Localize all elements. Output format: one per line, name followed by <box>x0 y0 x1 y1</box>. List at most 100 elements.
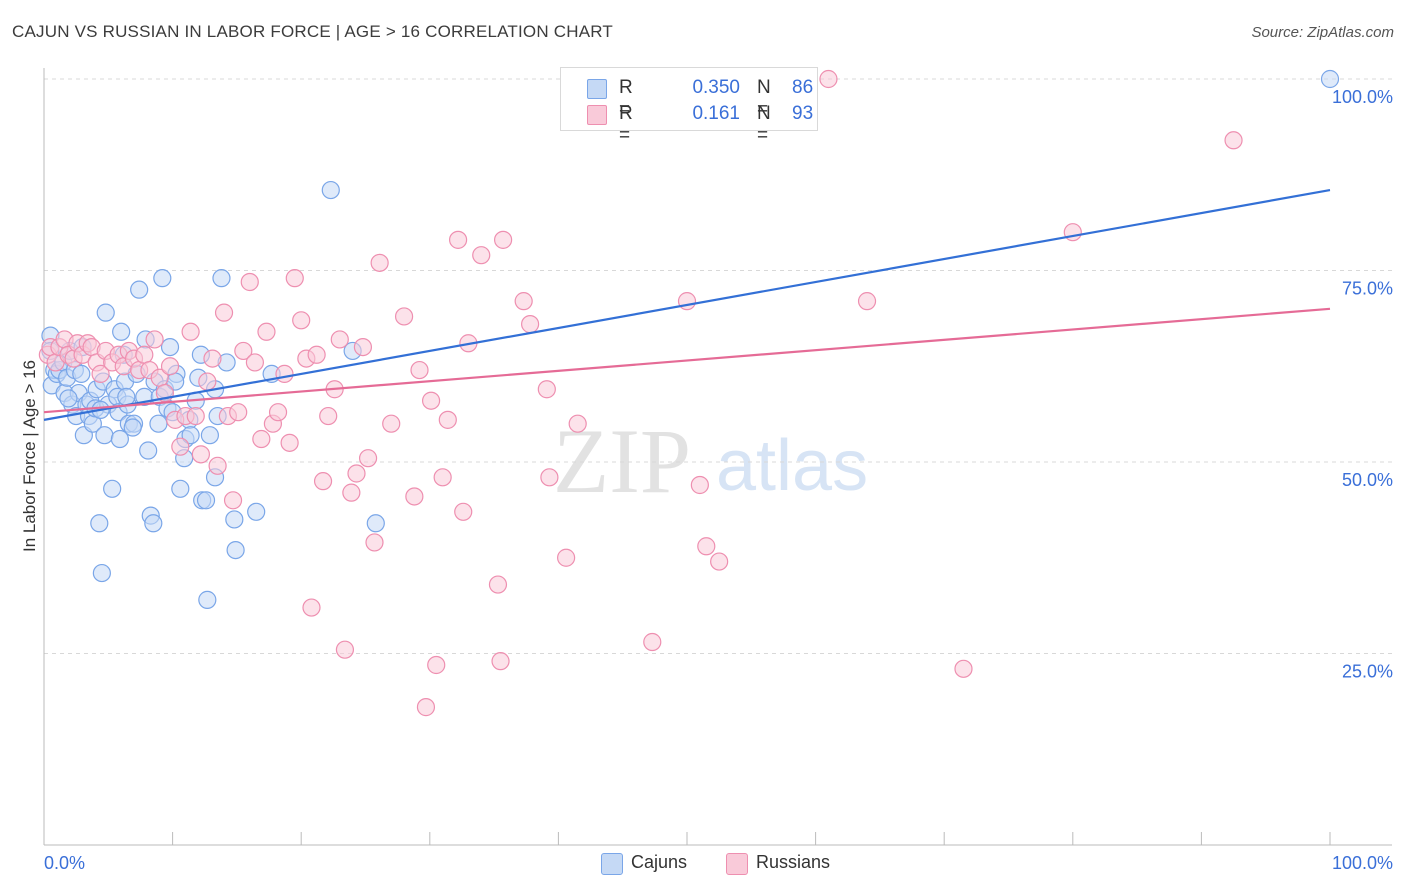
y-tick-label: 25.0% <box>1342 662 1393 682</box>
point-russians <box>448 230 468 249</box>
point-cajuns <box>72 364 91 384</box>
legend-r-label: R = <box>619 103 633 146</box>
point-cajuns <box>117 387 136 406</box>
legend-n-label: N = <box>757 77 771 120</box>
source-credit: Source: ZipAtlas.com <box>1251 24 1394 41</box>
point-russians <box>710 552 729 571</box>
point-russians <box>427 655 446 675</box>
point-russians <box>472 246 491 265</box>
point-russians <box>145 330 164 349</box>
point-russians <box>405 487 424 506</box>
trend-lines <box>43 188 1331 421</box>
point-russians <box>229 403 248 422</box>
point-russians <box>488 575 508 594</box>
legend-r-value: 0.161 <box>692 103 740 124</box>
point-cajuns <box>198 590 217 609</box>
point-russians <box>537 380 556 399</box>
chart-title: CAJUN VS RUSSIAN IN LABOR FORCE | AGE > … <box>12 22 613 41</box>
point-cajuns <box>212 269 231 288</box>
legend-swatch-russians <box>587 105 607 125</box>
point-cajuns <box>196 491 216 510</box>
point-russians <box>252 429 271 449</box>
point-russians <box>292 311 311 330</box>
legend-r-label: R = <box>619 77 633 120</box>
y-tick-label: 50.0% <box>1342 470 1393 490</box>
x-tick-label: 0.0% <box>44 853 85 873</box>
point-russians <box>208 456 227 475</box>
point-russians <box>365 533 384 552</box>
point-russians <box>347 464 366 483</box>
point-russians <box>245 353 265 372</box>
point-russians <box>643 632 662 652</box>
y-tick-label: 75.0% <box>1342 279 1393 299</box>
point-russians <box>353 338 373 357</box>
point-cajuns <box>160 338 180 357</box>
point-russians <box>358 449 378 468</box>
point-russians <box>382 414 401 433</box>
point-russians <box>421 391 441 410</box>
point-cajuns <box>144 514 163 533</box>
point-russians <box>690 475 709 495</box>
point-cajuns <box>92 563 111 583</box>
point-russians <box>313 472 333 491</box>
point-russians <box>1224 131 1243 150</box>
point-russians <box>307 345 326 364</box>
point-cajuns <box>200 426 219 445</box>
point-russians <box>433 468 452 487</box>
trend-line-russians <box>43 307 1331 414</box>
point-russians <box>203 349 222 368</box>
point-russians <box>514 292 533 311</box>
legend-n-value: 93 <box>792 103 814 124</box>
point-russians <box>557 548 576 567</box>
point-cajuns <box>130 280 149 299</box>
point-cajuns <box>247 502 266 521</box>
point-cajuns <box>225 510 244 529</box>
point-russians <box>521 315 540 334</box>
point-cajuns <box>123 418 142 437</box>
point-russians <box>302 598 321 617</box>
point-russians <box>223 491 243 510</box>
point-russians <box>191 445 210 464</box>
point-russians <box>342 483 361 502</box>
series-label-russians: Russians <box>756 852 831 872</box>
point-russians <box>540 468 559 487</box>
point-russians <box>268 403 288 422</box>
point-russians <box>275 364 294 384</box>
point-russians <box>438 410 457 429</box>
point-russians <box>491 652 510 671</box>
point-russians <box>394 307 414 326</box>
legend-n-value: 86 <box>792 77 814 98</box>
point-russians <box>181 322 200 341</box>
point-cajuns <box>110 429 129 449</box>
point-cajuns <box>181 426 200 445</box>
y-tick-label: 100.0% <box>1332 87 1393 107</box>
point-russians <box>410 360 429 380</box>
x-tick-label: 100.0% <box>1332 853 1393 873</box>
correlation-legend: R = 0.350 N = 86 R = 0.161 N = 93 <box>560 67 818 146</box>
axes <box>43 68 1392 846</box>
point-russians <box>819 69 838 89</box>
legend-r-value: 0.350 <box>692 77 740 98</box>
point-russians <box>330 330 349 349</box>
point-cajuns <box>321 180 340 200</box>
point-russians <box>171 437 190 456</box>
point-russians <box>186 406 205 426</box>
series-swatch-cajuns <box>601 853 623 875</box>
point-russians <box>91 364 110 384</box>
trend-line-cajuns <box>43 188 1331 421</box>
point-russians <box>285 269 304 288</box>
point-cajuns <box>90 514 109 533</box>
data-points <box>38 69 1340 717</box>
point-russians <box>494 230 513 249</box>
legend-n-label: N = <box>757 103 771 146</box>
point-russians <box>416 698 436 717</box>
point-cajuns <box>96 303 115 322</box>
point-cajuns <box>1320 69 1340 89</box>
x-ticks <box>43 832 1331 845</box>
point-russians <box>240 272 259 292</box>
point-cajuns <box>95 426 114 445</box>
y-axis-label: In Labor Force | Age > 16 <box>20 360 39 552</box>
point-russians <box>319 406 338 426</box>
point-russians <box>857 292 877 311</box>
